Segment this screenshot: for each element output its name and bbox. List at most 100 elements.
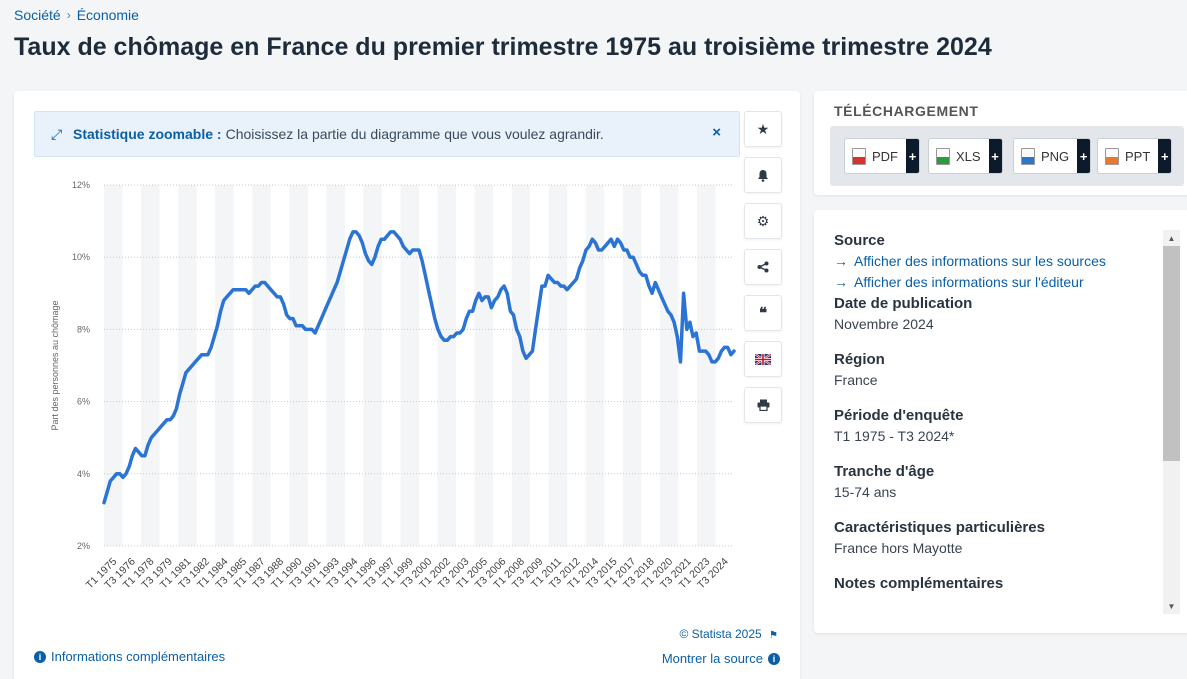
- download-png-button[interactable]: PNG +: [1013, 138, 1092, 174]
- additional-info-label: Informations complémentaires: [51, 649, 226, 664]
- download-xls-button[interactable]: XLS +: [928, 138, 1003, 174]
- printer-icon: [757, 399, 769, 411]
- age-group-label: Tranche d'âge: [834, 463, 935, 480]
- y-tick-label: 12%: [72, 180, 90, 190]
- chart-card: ⤢ Statistique zoomable : Choisissez la p…: [14, 91, 800, 679]
- quote-icon: ❝: [758, 305, 768, 322]
- scroll-up-icon[interactable]: ▲: [1167, 233, 1176, 243]
- region-value: France: [834, 372, 878, 388]
- arrow-right-icon: →: [834, 274, 848, 290]
- y-axis-label: Part des personnes au chômage: [50, 300, 60, 430]
- download-card: TÉLÉCHARGEMENT PDF + XLS + PNG + PPT +: [814, 91, 1187, 195]
- cite-button[interactable]: ❝: [744, 295, 782, 331]
- download-xls-label: XLS: [956, 148, 981, 164]
- plus-icon: +: [1158, 139, 1172, 173]
- share-button[interactable]: [744, 249, 782, 285]
- background-stripe: [622, 185, 642, 546]
- series-line: [102, 230, 736, 505]
- details-scrollbar[interactable]: ▲ ▼: [1163, 230, 1180, 614]
- publisher-info-link-label: Afficher des informations sur l'éditeur: [854, 274, 1084, 290]
- xls-file-icon: [936, 147, 950, 165]
- background-stripe: [696, 185, 716, 546]
- download-pdf-button[interactable]: PDF +: [844, 138, 920, 174]
- bell-icon: [758, 169, 768, 182]
- download-ppt-label: PPT: [1125, 148, 1151, 164]
- background-stripe: [363, 185, 382, 546]
- source-info-link[interactable]: → Afficher des informations sur les sour…: [834, 253, 1154, 269]
- background-stripe: [215, 185, 234, 546]
- scrollbar-thumb[interactable]: [1163, 246, 1180, 461]
- show-source-label: Montrer la source: [661, 651, 763, 666]
- breadcrumb: Société › Économie: [14, 7, 139, 23]
- background-stripe: [474, 185, 494, 546]
- publisher-info-link[interactable]: → Afficher des informations sur l'éditeu…: [834, 274, 1154, 290]
- download-bar: PDF + XLS + PNG + PPT +: [830, 126, 1184, 186]
- y-tick-label: 8%: [77, 324, 90, 334]
- zoom-banner-title: Statistique zoomable :: [73, 126, 222, 142]
- background-stripe: [659, 185, 679, 546]
- background-stripe: [289, 185, 308, 546]
- publication-date-label: Date de publication: [834, 295, 973, 312]
- ppt-file-icon: [1105, 147, 1119, 165]
- star-icon: ★: [756, 120, 770, 137]
- special-characteristics-label: Caractéristiques particulières: [834, 519, 1045, 536]
- background-stripe: [104, 185, 123, 546]
- line-chart[interactable]: 2% 4% 6% 8% 10% 12% Part des personnes au chôm…: [14, 167, 744, 617]
- uk-flag-icon: [755, 353, 771, 365]
- download-ppt-button[interactable]: PPT +: [1097, 138, 1173, 174]
- close-icon[interactable]: ×: [712, 124, 721, 141]
- copyright[interactable]: © Statista 2025 ⚑: [679, 627, 778, 641]
- chevron-right-icon: ›: [66, 8, 71, 22]
- breadcrumb-link-economie[interactable]: Économie: [76, 7, 139, 23]
- zoom-banner-text: Choisissez la partie du diagramme que vo…: [225, 126, 604, 142]
- y-tick-label: 2%: [77, 541, 90, 551]
- background-stripe: [400, 185, 419, 546]
- additional-notes-label: Notes complémentaires: [834, 575, 1004, 592]
- scroll-down-icon[interactable]: ▼: [1167, 601, 1176, 611]
- show-source-link[interactable]: Montrer la source i: [662, 651, 780, 666]
- region-label: Région: [834, 351, 885, 368]
- breadcrumb-link-societe[interactable]: Société: [14, 7, 61, 23]
- page-title: Taux de chômage en France du premier tri…: [14, 33, 992, 61]
- background-stripe: [252, 185, 271, 546]
- language-button[interactable]: [744, 341, 782, 377]
- print-button[interactable]: [744, 387, 782, 423]
- y-tick-label: 10%: [72, 252, 90, 262]
- y-tick-label: 6%: [77, 397, 90, 407]
- plus-icon: +: [988, 139, 1002, 173]
- details-card: Source → Afficher des informations sur l…: [814, 210, 1187, 633]
- gear-icon: ⚙: [756, 212, 770, 229]
- download-pdf-label: PDF: [872, 148, 898, 164]
- age-group-value: 15-74 ans: [834, 484, 897, 500]
- publication-date-value: Novembre 2024: [834, 316, 934, 332]
- share-icon: [757, 261, 769, 273]
- source-info-link-label: Afficher des informations sur les source…: [854, 253, 1106, 269]
- plus-icon: +: [906, 139, 919, 173]
- background-stripe: [437, 185, 457, 546]
- details-content: Source → Afficher des informations sur l…: [834, 232, 1154, 596]
- background-stripe: [548, 185, 568, 546]
- background-stripe: [511, 185, 531, 546]
- chart-toolbar: ★ ⚙ ❝: [744, 111, 782, 423]
- additional-info-link[interactable]: i Informations complémentaires: [34, 649, 225, 664]
- settings-button[interactable]: ⚙: [744, 203, 782, 239]
- copyright-text: © Statista 2025: [679, 627, 762, 641]
- notification-button[interactable]: [744, 157, 782, 193]
- info-icon: i: [34, 650, 46, 663]
- info-icon: i: [768, 652, 780, 665]
- survey-period-label: Période d'enquête: [834, 407, 964, 424]
- flag-icon: ⚑: [769, 630, 778, 641]
- y-tick-label: 4%: [77, 469, 90, 479]
- background-stripe: [585, 185, 605, 546]
- plus-icon: +: [1077, 139, 1091, 173]
- png-file-icon: [1021, 147, 1035, 165]
- special-characteristics-value: France hors Mayotte: [834, 540, 963, 556]
- arrow-right-icon: →: [834, 253, 848, 269]
- download-png-label: PNG: [1041, 148, 1070, 164]
- background-stripe: [178, 185, 197, 546]
- background-stripe: [141, 185, 160, 546]
- favorite-button[interactable]: ★: [744, 111, 782, 147]
- download-title: TÉLÉCHARGEMENT: [834, 103, 979, 119]
- pdf-file-icon: [852, 147, 866, 165]
- source-label: Source: [834, 232, 885, 249]
